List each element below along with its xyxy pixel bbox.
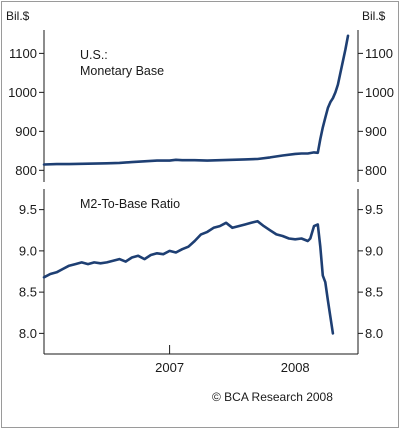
- ticks-layer: 800 800 900 900 1000 1000 1100 1100 8.0 8.0 8.5 8.5…: [8, 46, 394, 375]
- top-left-tick-label: 800: [15, 163, 37, 178]
- top-right-tick-label: 1000: [365, 85, 394, 100]
- top-left-tick-label: 900: [15, 124, 37, 139]
- bottom-right-tick-label: 8.0: [365, 326, 383, 341]
- bottom-left-tick-label: 8.0: [19, 326, 37, 341]
- bottom-right-tick-label: 9.0: [365, 243, 383, 258]
- top-left-tick-label: 1000: [8, 85, 37, 100]
- top-right-unit-label: Bil.$: [362, 9, 386, 23]
- bottom-right-tick-label: 9.5: [365, 202, 383, 217]
- bottom-right-tick-label: 8.5: [365, 285, 383, 300]
- bottom-panel-annotation: M2-To-Base Ratio: [80, 197, 180, 211]
- top-right-tick-label: 900: [365, 124, 387, 139]
- top-series-line: [42, 34, 350, 166]
- top-right-tick-label: 800: [365, 163, 387, 178]
- bottom-left-tick-label: 8.5: [19, 285, 37, 300]
- x-axis-year-label: 2008: [281, 360, 310, 375]
- bottom-series-line: [42, 219, 335, 335]
- x-axis-year-label: 2007: [155, 360, 184, 375]
- bottom-left-tick-label: 9.0: [19, 243, 37, 258]
- top-panel-annotation-line-2: Monetary Base: [80, 64, 164, 78]
- series-layer: [42, 34, 350, 335]
- copyright-label: © BCA Research 2008: [212, 390, 333, 404]
- top-left-tick-label: 1100: [9, 46, 37, 61]
- bottom-left-tick-label: 9.5: [19, 202, 37, 217]
- top-left-unit-label: Bil.$: [6, 9, 30, 23]
- top-panel-annotation-line-1: U.S.:: [80, 48, 108, 62]
- top-right-tick-label: 1100: [365, 46, 393, 61]
